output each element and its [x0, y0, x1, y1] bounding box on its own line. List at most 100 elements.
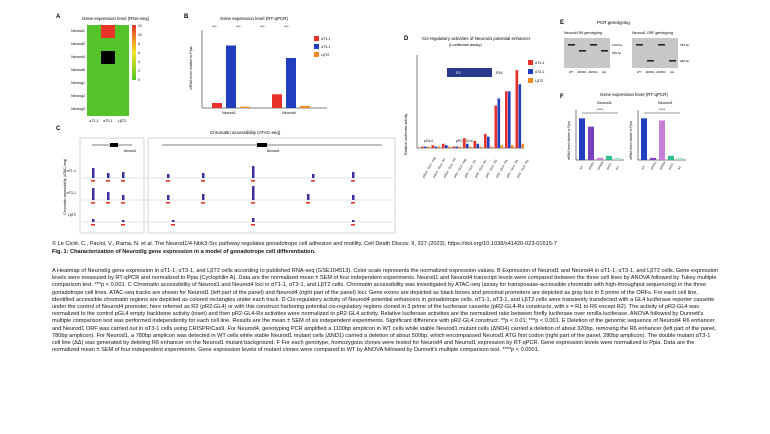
- bar-f-Neurod1-ΔR6D1: [650, 157, 656, 160]
- panel-f-xlabel: ΔΔ: [676, 165, 681, 170]
- atac-peak: [352, 172, 355, 178]
- bar-f-Neurod4-ΔR6D1: [588, 126, 594, 160]
- heatmap-cell-neurod1-at3: [101, 25, 115, 38]
- atac-peak: [122, 172, 125, 178]
- heatmap-row-label: Neurog2: [71, 94, 85, 98]
- bar-d-pR2-R5-αT3-1: [508, 91, 511, 148]
- heatmap-col-labels: αT1-1 αT3-1 LβT2: [89, 119, 126, 123]
- gel-bands: [568, 44, 676, 62]
- atac-region: [91, 202, 95, 204]
- atac-region: [306, 202, 310, 204]
- panel-d-legend-label: αT3-1: [535, 70, 544, 74]
- gel-right: [632, 38, 678, 68]
- panel-b-sig: ***: [284, 24, 289, 29]
- panel-a-letter: A: [56, 14, 61, 20]
- gene-exon-neurod4: [257, 143, 267, 147]
- atac-peak: [107, 192, 110, 200]
- heatmap-scale-tick: 4: [138, 60, 140, 64]
- atac-region: [311, 180, 315, 182]
- gel-band: [579, 50, 586, 52]
- atac-peak: [122, 195, 125, 200]
- bar-d-pR2-R5-αT1-1: [505, 91, 508, 148]
- panel-b-legend-swatch: [314, 52, 319, 57]
- panel-f: F Gene expression level (RT-qPCR) Neurod…: [560, 92, 686, 171]
- heatmap-col-label: αT1-1: [89, 119, 98, 123]
- atac-region: [166, 180, 170, 182]
- panel-b-sig: ***: [260, 24, 265, 29]
- panel-e-sub-right: Neurod1 ORF genotyping: [632, 31, 673, 35]
- figure-credit: © Le Ciclé, C., Pacini, V., Rama, N. et …: [52, 241, 557, 247]
- gel-left-bp2: 780 bp: [612, 51, 622, 55]
- atac-box-left: [79, 137, 145, 234]
- atac-region: [251, 180, 255, 182]
- panel-b-legend-label: αT3-1: [321, 45, 330, 49]
- heatmap-cell-neurod4-at3: [101, 51, 115, 64]
- bar-d-pR2-R3-αT3-1: [487, 136, 490, 148]
- bar-d-pR2-neg-αT3-1: [455, 146, 459, 148]
- heatmap-row-labels: Neurod1 Neurod2 Neurod4 Neurod6 Neurog1 Neuro…: [71, 29, 85, 111]
- atac-region: [91, 180, 95, 182]
- figure-legend: A Heatmap of Neurod/g gene expression in…: [52, 268, 719, 354]
- panel-c-title: Chromatin accessibility (ATAC-seq): [210, 130, 281, 135]
- atac-peak: [252, 186, 255, 200]
- atac-track-label: LβT2: [68, 213, 76, 217]
- atac-region: [351, 202, 355, 204]
- bar-d-pR2-R3-LβT2: [490, 146, 493, 148]
- heatmap-scale-tick: 6: [138, 51, 140, 55]
- heatmap-col-label: LβT2: [118, 119, 126, 123]
- atac-peak: [122, 220, 125, 222]
- atac-peak: [107, 173, 110, 178]
- panel-f-letter: F: [560, 94, 564, 100]
- panel-f-xlabel: ΔΔ: [614, 165, 619, 170]
- panel-a: A Gene expression level (RNA-seq) Neurod…: [56, 14, 150, 123]
- bar-d-pR2-R3-αT1-1: [484, 133, 487, 148]
- figure-svg: A Gene expression level (RNA-seq) Neurod…: [56, 14, 690, 234]
- bar-Neurod1-αT1-1: [212, 103, 222, 108]
- bar-f-Neurod4-ΔR6D4: [597, 157, 603, 160]
- panel-f-sig: ****: [597, 107, 604, 112]
- atac-region: [201, 180, 205, 182]
- panel-f-left-chart: WT ΔR6D1 ΔR6D4 ΔND1 ΔΔ ****: [575, 107, 624, 171]
- panel-c-ylabel: Chromatin accessibility (ATAC-seq): [63, 159, 67, 215]
- panel-a-title: Gene expression level (RNA-seq): [82, 16, 150, 21]
- bar-Neurod1-αT3-1: [226, 45, 236, 108]
- panel-b-title: Gene expression level (RT-qPCR): [220, 16, 288, 21]
- gel-band: [636, 44, 643, 46]
- heatmap-color-scale: [132, 25, 136, 80]
- panel-c-letter: C: [56, 126, 61, 132]
- atac-peak: [252, 218, 255, 222]
- bar-d-pR2-R1-αT3-1: [466, 143, 469, 148]
- bar-Neurod4-αT1-1: [272, 94, 282, 108]
- bar-d-pR2-R2-αT3-1: [476, 143, 480, 148]
- bar-f-Neurod1-ΔND1: [668, 155, 674, 160]
- panel-d-bars: [421, 70, 525, 148]
- bar-Neurod4-αT3-1: [286, 58, 296, 108]
- panel-b-legend-swatch: [314, 44, 319, 49]
- gel-lane-label: ΔR6D4: [656, 70, 665, 74]
- heatmap-row-label: Neurog1: [71, 81, 85, 85]
- panel-d-inset-label: R2: [456, 71, 461, 75]
- figure-title: Fig. 1: Characterization of Neurod/g gen…: [52, 249, 316, 255]
- panel-e: E PCR genotyping Neurod4 R6 genotyping N…: [560, 20, 690, 74]
- panel-d: D Cis-regulatory activities of Neurod4 p…: [404, 36, 544, 179]
- panel-f-xlabel: ΔND1: [605, 162, 612, 171]
- atac-region: [91, 224, 95, 226]
- bar-d-pR2-R1-LβT2: [469, 146, 472, 148]
- panel-b-sig: ***: [236, 24, 241, 29]
- atac-gene-models: Neurod1 Neurod4: [92, 143, 382, 153]
- bar-f-Neurod4-ΔΔ: [615, 157, 621, 160]
- bar-d-pR2-R2-αT1-1: [473, 140, 477, 148]
- gel-lane-label: ΔΔ: [602, 70, 606, 74]
- panel-b-legend: αT1-1 αT3-1 LβT2: [314, 36, 330, 57]
- gel-lane-label: WT: [569, 70, 574, 74]
- bar-d-pR2-neg-LβT2: [458, 146, 462, 148]
- atac-region: [351, 180, 355, 182]
- panel-b-legend-swatch: [314, 36, 319, 41]
- heatmap-scale-tick: 10: [138, 33, 142, 37]
- gel-right-bp2: 280 bp: [680, 59, 690, 63]
- bar-d-pGL4-neg-αT3-1: [424, 146, 427, 148]
- panel-b-xlabel: Neurod1: [222, 111, 236, 115]
- heatmap-row-label: Neurog3: [71, 107, 85, 111]
- atac-peak: [92, 188, 95, 200]
